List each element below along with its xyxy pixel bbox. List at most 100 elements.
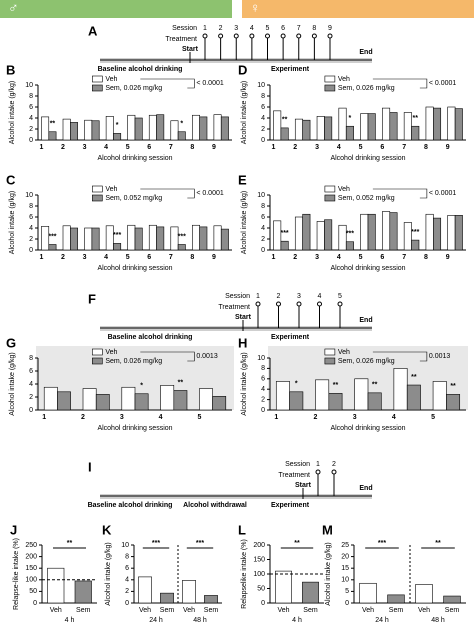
bar	[359, 582, 377, 604]
bar	[173, 390, 188, 411]
y-tick-label: 8	[261, 365, 265, 372]
bar	[105, 225, 114, 251]
bar	[273, 220, 282, 251]
session-pin	[337, 301, 343, 307]
segment-label: Baseline alcohol drinking	[88, 502, 173, 509]
start-label: Start	[235, 314, 252, 321]
y-axis-label: Alcohol intake (g/kg)	[9, 191, 16, 254]
bar	[324, 116, 333, 141]
pvalue: < 0.0001	[196, 80, 224, 87]
legend-label: Veh	[105, 186, 117, 193]
bar	[280, 127, 289, 141]
treatment-label: Treatment	[278, 472, 310, 479]
panel-letter: I	[88, 459, 92, 474]
significance: *	[116, 122, 119, 129]
y-tick-label: 6	[261, 104, 265, 111]
bar	[367, 392, 382, 411]
x-axis-label: Alcohol drinking session	[330, 265, 405, 272]
panel-letter: M	[322, 522, 333, 537]
bar	[447, 215, 456, 251]
bar	[84, 227, 93, 251]
x-axis-label: Alcohol drinking session	[330, 155, 405, 162]
bar	[294, 216, 303, 251]
x-axis-label: Alcohol drinking session	[97, 155, 172, 162]
bar	[41, 116, 50, 141]
x-tick-label: Sem	[76, 607, 91, 614]
significance: **	[372, 382, 378, 389]
significance: ***	[152, 540, 160, 547]
bar	[443, 595, 461, 604]
legend-label: Sem, 0.052 mg/kg	[338, 195, 395, 202]
segment-label: Experiment	[271, 334, 310, 341]
x-tick-label: 1	[274, 414, 278, 421]
session-number: 8	[312, 25, 316, 32]
session-number: 4	[250, 25, 254, 32]
bar	[134, 227, 143, 251]
treatment-label: Treatment	[218, 304, 250, 311]
legend-label: Sem, 0.052 mg/kg	[105, 195, 162, 202]
y-tick-label: 10	[257, 355, 265, 362]
y-tick-label: 200	[25, 553, 37, 560]
y-tick-label: 2	[29, 394, 33, 401]
group-label: 48 h	[431, 617, 445, 624]
x-tick-label: 4	[392, 414, 396, 421]
bar	[204, 595, 218, 604]
bar	[160, 384, 175, 411]
bar	[84, 119, 93, 141]
significance: **	[411, 374, 417, 381]
legend-swatch	[92, 75, 103, 83]
significance: **	[50, 121, 56, 128]
y-tick-label: 15	[341, 565, 349, 572]
y-tick-label: 4	[29, 225, 33, 232]
x-tick-label: Veh	[139, 607, 151, 614]
session-pin	[276, 301, 281, 307]
y-tick-label: 0	[125, 600, 129, 607]
x-tick-label: 8	[424, 144, 428, 151]
bar	[182, 580, 196, 604]
panel-letter: H	[238, 335, 247, 350]
bar	[113, 243, 122, 251]
x-tick-label: 9	[212, 144, 216, 151]
bar	[302, 213, 311, 251]
significance: **	[450, 383, 456, 390]
bar	[389, 112, 398, 141]
y-tick-label: 0	[261, 247, 265, 254]
session-number: 3	[297, 293, 301, 300]
significance: ***	[411, 229, 419, 236]
group-label: 48 h	[193, 617, 207, 624]
panel-letter: J	[10, 522, 17, 537]
bar	[70, 122, 78, 141]
y-tick-label: 20	[341, 553, 349, 560]
bar	[387, 594, 405, 604]
x-tick-label: 2	[293, 254, 297, 261]
x-tick-label: 7	[169, 254, 173, 261]
bar	[393, 368, 408, 411]
y-tick-label: 6	[261, 376, 265, 383]
bar	[289, 391, 304, 411]
bar	[177, 131, 186, 141]
x-tick-label: 3	[83, 144, 87, 151]
y-axis-label: Alcohol intake (g/kg)	[241, 191, 248, 254]
bar	[213, 114, 222, 141]
legend-label: Sem, 0.026 mg/kg	[338, 85, 395, 92]
x-tick-label: 6	[380, 144, 384, 151]
x-tick-label: Veh	[418, 607, 430, 614]
group-label: 24 h	[149, 617, 163, 624]
legend-label: Sem, 0.026 mg/kg	[105, 358, 162, 365]
x-tick-label: Veh	[362, 607, 374, 614]
session-pin	[327, 33, 333, 39]
bar	[367, 213, 376, 251]
x-tick-label: 1	[39, 254, 43, 261]
y-axis-label: Alcohol intake (g/kg)	[241, 352, 248, 415]
bar	[302, 119, 311, 141]
pvalue: < 0.0001	[429, 190, 457, 197]
y-tick-label: 6	[261, 214, 265, 221]
y-tick-label: 50	[29, 588, 37, 595]
legend-label: Veh	[105, 76, 117, 83]
segment-label: Alcohol withdrawal	[183, 502, 247, 509]
x-tick-label: 2	[314, 414, 318, 421]
bar	[433, 217, 442, 251]
session-number: 9	[328, 25, 332, 32]
bar	[454, 108, 463, 141]
